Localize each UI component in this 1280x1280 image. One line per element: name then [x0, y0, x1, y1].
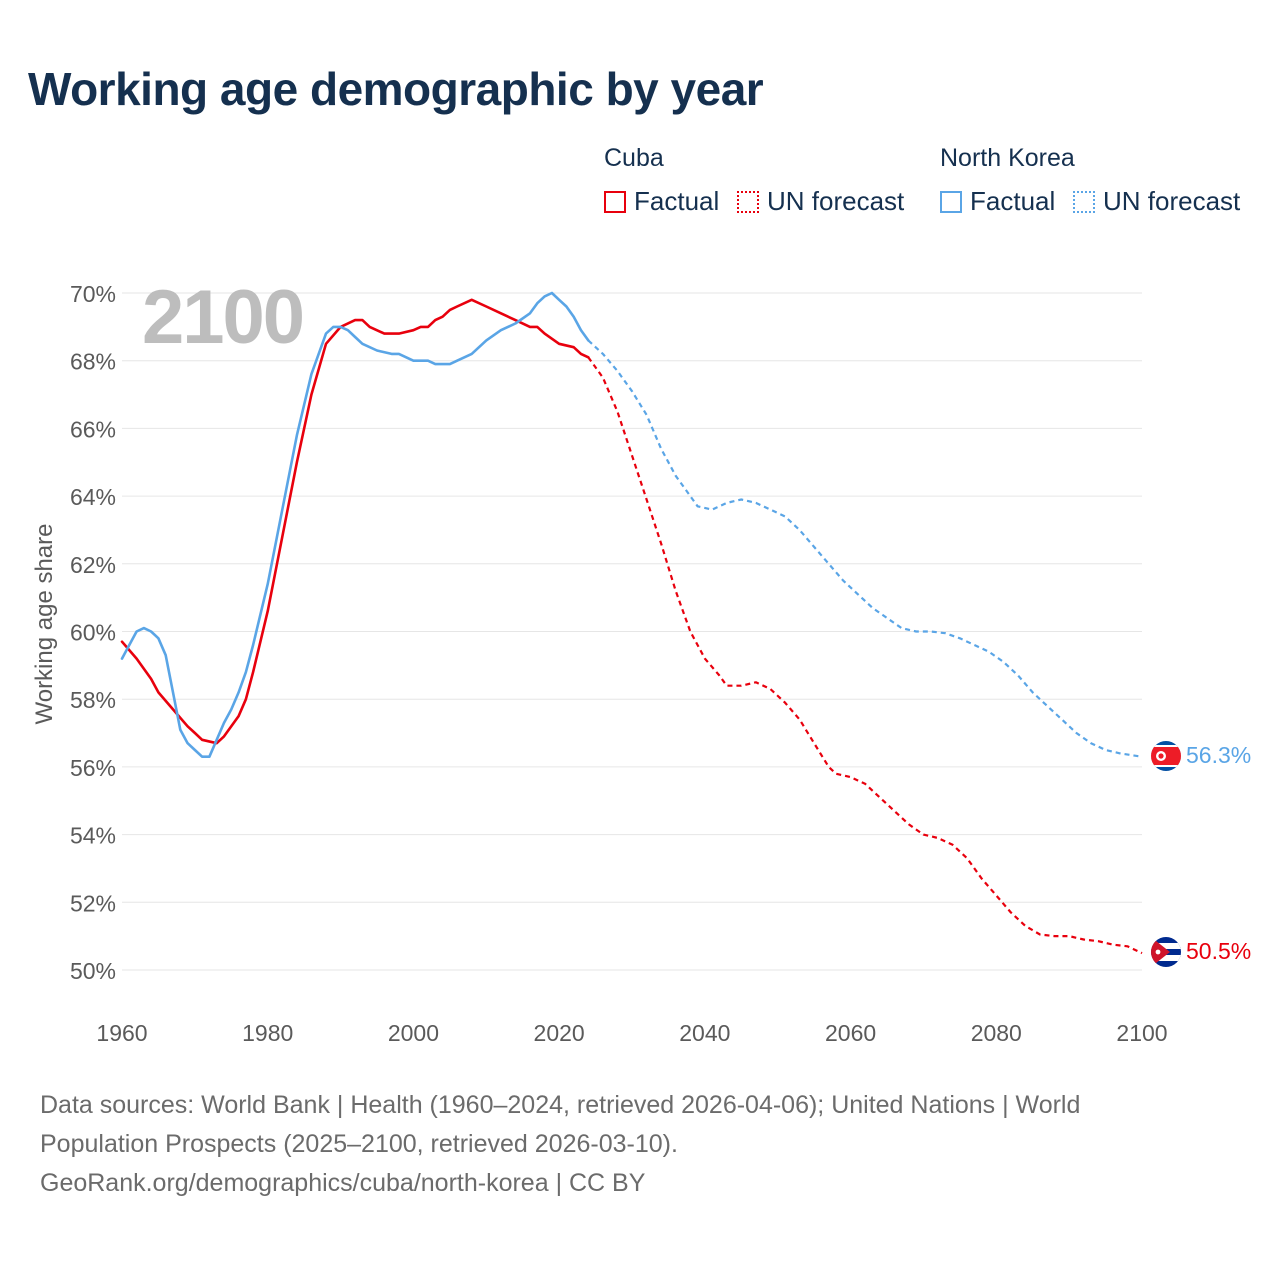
source-line-2: Population Prospects (2025–2100, retriev… — [40, 1130, 678, 1158]
north-korea-factual-line — [120, 291, 590, 758]
x-tick-label: 2060 — [825, 1020, 876, 1046]
legend-item-cuba-forecast[interactable]: UN forecast — [737, 186, 904, 217]
x-tick-label: 2040 — [679, 1020, 730, 1046]
legend-swatch-solid — [604, 190, 626, 213]
cuba-end-label: 50.5% — [1186, 938, 1251, 964]
y-tick-label: 60% — [70, 620, 116, 646]
legend-label: UN forecast — [767, 186, 905, 216]
y-tick-label: 52% — [70, 890, 116, 916]
year-watermark: 2100 — [142, 275, 303, 360]
north-korea-flag-icon — [1151, 741, 1181, 771]
x-tick-label: 1960 — [96, 1020, 147, 1046]
cuba-forecast-line — [587, 356, 1143, 955]
legend-label: Factual — [634, 186, 720, 216]
x-tick-label: 2100 — [1116, 1020, 1167, 1046]
source-line-3[interactable]: GeoRank.org/demographics/cuba/north-kore… — [40, 1169, 646, 1197]
y-axis-label: Working age share — [31, 524, 58, 725]
y-tick-label: 56% — [70, 755, 116, 781]
legend-label: UN forecast — [1103, 186, 1241, 216]
y-tick-label: 64% — [70, 484, 116, 510]
x-tick-label: 2020 — [534, 1020, 585, 1046]
legend-item-cuba-factual[interactable]: Factual — [604, 186, 719, 217]
y-tick-label: 50% — [70, 958, 116, 984]
y-tick-label: 54% — [70, 823, 116, 849]
source-note: Data sources: World Bank | Health (1960–… — [40, 1086, 1240, 1203]
legend-swatch-dotted — [737, 190, 759, 213]
legend-item-north-korea-factual[interactable]: Factual — [940, 186, 1055, 217]
gridlines — [122, 292, 1142, 971]
y-tick-label: 68% — [70, 349, 116, 375]
north-korea-forecast-line — [587, 339, 1143, 758]
y-axis: 50% 52% 54% 56% 58% 60% 62% 64% 66% 68% 70% — [70, 281, 116, 984]
x-axis: 1960 1980 2000 2020 2040 2060 2080 2100 — [96, 1020, 1167, 1046]
y-tick-label: 70% — [70, 281, 116, 307]
legend-swatch-dotted — [1073, 190, 1095, 213]
legend-group-north-korea: North Korea — [940, 144, 1075, 172]
y-tick-label: 66% — [70, 416, 116, 442]
legend-swatch-solid — [940, 190, 962, 213]
y-tick-label: 58% — [70, 687, 116, 713]
source-line-1: Data sources: World Bank | Health (1960–… — [40, 1091, 1081, 1119]
x-tick-label: 2080 — [971, 1020, 1022, 1046]
x-tick-label: 1980 — [242, 1020, 293, 1046]
legend-item-north-korea-forecast[interactable]: UN forecast — [1073, 186, 1240, 217]
series-lines — [120, 291, 1143, 955]
cuba-flag-icon — [1151, 937, 1181, 967]
chart-title: Working age demographic by year — [28, 63, 764, 115]
y-tick-label: 62% — [70, 552, 116, 578]
x-tick-label: 2000 — [388, 1020, 439, 1046]
legend-label: Factual — [970, 186, 1056, 216]
north-korea-end-label: 56.3% — [1186, 742, 1251, 768]
cuba-factual-line — [120, 298, 590, 745]
legend-group-cuba: Cuba — [604, 144, 664, 172]
